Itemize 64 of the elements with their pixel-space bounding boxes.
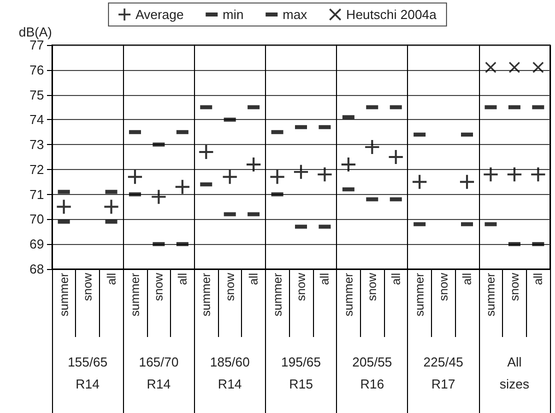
- x-tick-label: all: [531, 273, 546, 286]
- point: [508, 62, 520, 73]
- x-tick-label: all: [175, 273, 190, 286]
- text: 185/60 R14: [210, 354, 250, 392]
- point: [128, 170, 142, 184]
- y-tick-label: 72: [30, 162, 44, 177]
- x-tick-label: summer: [484, 273, 498, 316]
- x-tick-label: snow: [294, 272, 308, 302]
- legend-label: min: [222, 7, 244, 22]
- point: [56, 200, 71, 214]
- x-tick-label: all: [318, 273, 332, 286]
- text: 225/45 R17: [423, 354, 464, 392]
- x-tick-label: snow: [436, 272, 450, 302]
- point: [175, 180, 190, 194]
- point: [199, 145, 214, 160]
- point: [532, 62, 544, 73]
- y-tick-label: 71: [30, 186, 44, 202]
- y-tick-label: 70: [30, 212, 44, 227]
- text: All sizes: [500, 354, 530, 392]
- text: 205/55 R16: [352, 354, 392, 392]
- text: 165/70 R14: [138, 354, 179, 392]
- point: [365, 140, 380, 154]
- y-tick-label: 76: [30, 62, 44, 78]
- x-tick-label: all: [246, 273, 261, 286]
- legend-label: Heutschi 2004a: [346, 7, 438, 22]
- x-tick-label: snow: [222, 272, 237, 302]
- y-tick-label: 73: [30, 137, 44, 152]
- x-tick-label: all: [388, 273, 403, 286]
- y-tick-label: 69: [30, 236, 44, 252]
- point: [318, 167, 332, 182]
- point: [485, 62, 496, 73]
- x-tick-label: snow: [152, 272, 166, 302]
- point: [341, 157, 356, 172]
- point: [484, 167, 498, 182]
- point: [246, 157, 261, 172]
- x-tick-label: all: [104, 273, 118, 286]
- point: [531, 167, 546, 182]
- point: [294, 164, 308, 179]
- x-tick-label: summer: [128, 273, 142, 316]
- y-tick-label: 75: [30, 87, 44, 102]
- x-tick-label: summer: [270, 273, 284, 316]
- x-tick-label: snow: [365, 272, 380, 302]
- point: [152, 190, 166, 204]
- x-tick-label: summer: [199, 273, 214, 316]
- point: [104, 200, 118, 214]
- legend-label: Average: [135, 7, 184, 22]
- legend-label: max: [282, 7, 308, 22]
- text: 195/65 R15: [281, 354, 321, 392]
- x-tick-label: snow: [507, 272, 522, 302]
- y-axis-title: dB(A): [18, 24, 52, 40]
- x-tick-label: snow: [80, 272, 95, 302]
- point: [222, 170, 237, 184]
- x-tick-label: all: [460, 273, 474, 286]
- y-tick-label: 68: [30, 262, 44, 276]
- point: [270, 170, 284, 184]
- x-tick-label: summer: [341, 273, 356, 316]
- y-tick-label: 74: [30, 112, 44, 128]
- point: [460, 174, 474, 189]
- point: [388, 150, 403, 164]
- x-tick-label: summer: [56, 273, 71, 316]
- point: [507, 167, 522, 182]
- x-tick-label: summer: [412, 273, 427, 316]
- text: 155/65 R14: [68, 354, 108, 392]
- point: [412, 174, 427, 189]
